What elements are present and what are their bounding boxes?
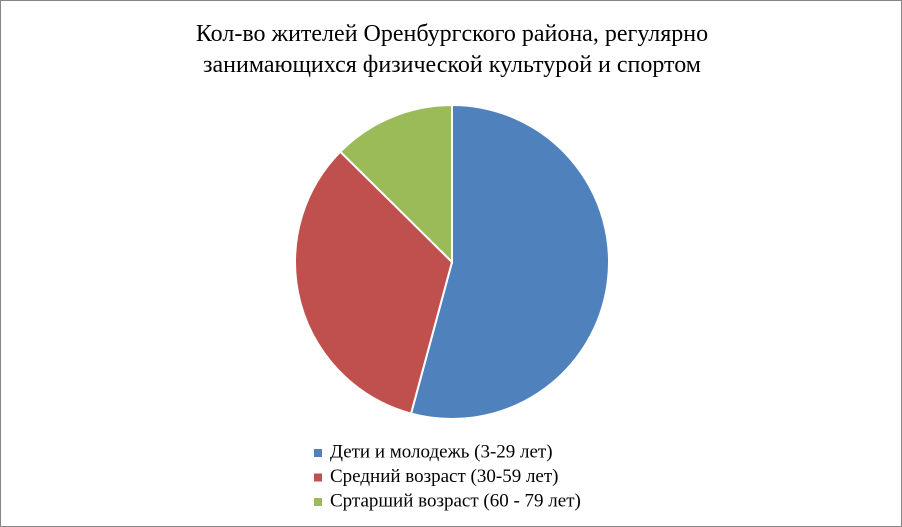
legend-label: Сртарший возраст (60 - 79 лет) (330, 490, 581, 511)
pie-slice (409, 103, 610, 420)
legend-swatch (314, 473, 322, 482)
legend-label: Дети и молодежь (3-29 лет) (330, 441, 553, 462)
legend-label: Средний возраст (30-59 лет) (330, 466, 559, 487)
legend-swatch (314, 449, 322, 457)
pie-slice (338, 103, 453, 265)
chart-title: Кол-во жителей Оренбургского района, рег… (195, 21, 709, 78)
pie-slice (294, 150, 454, 415)
legend-swatch (314, 498, 322, 506)
